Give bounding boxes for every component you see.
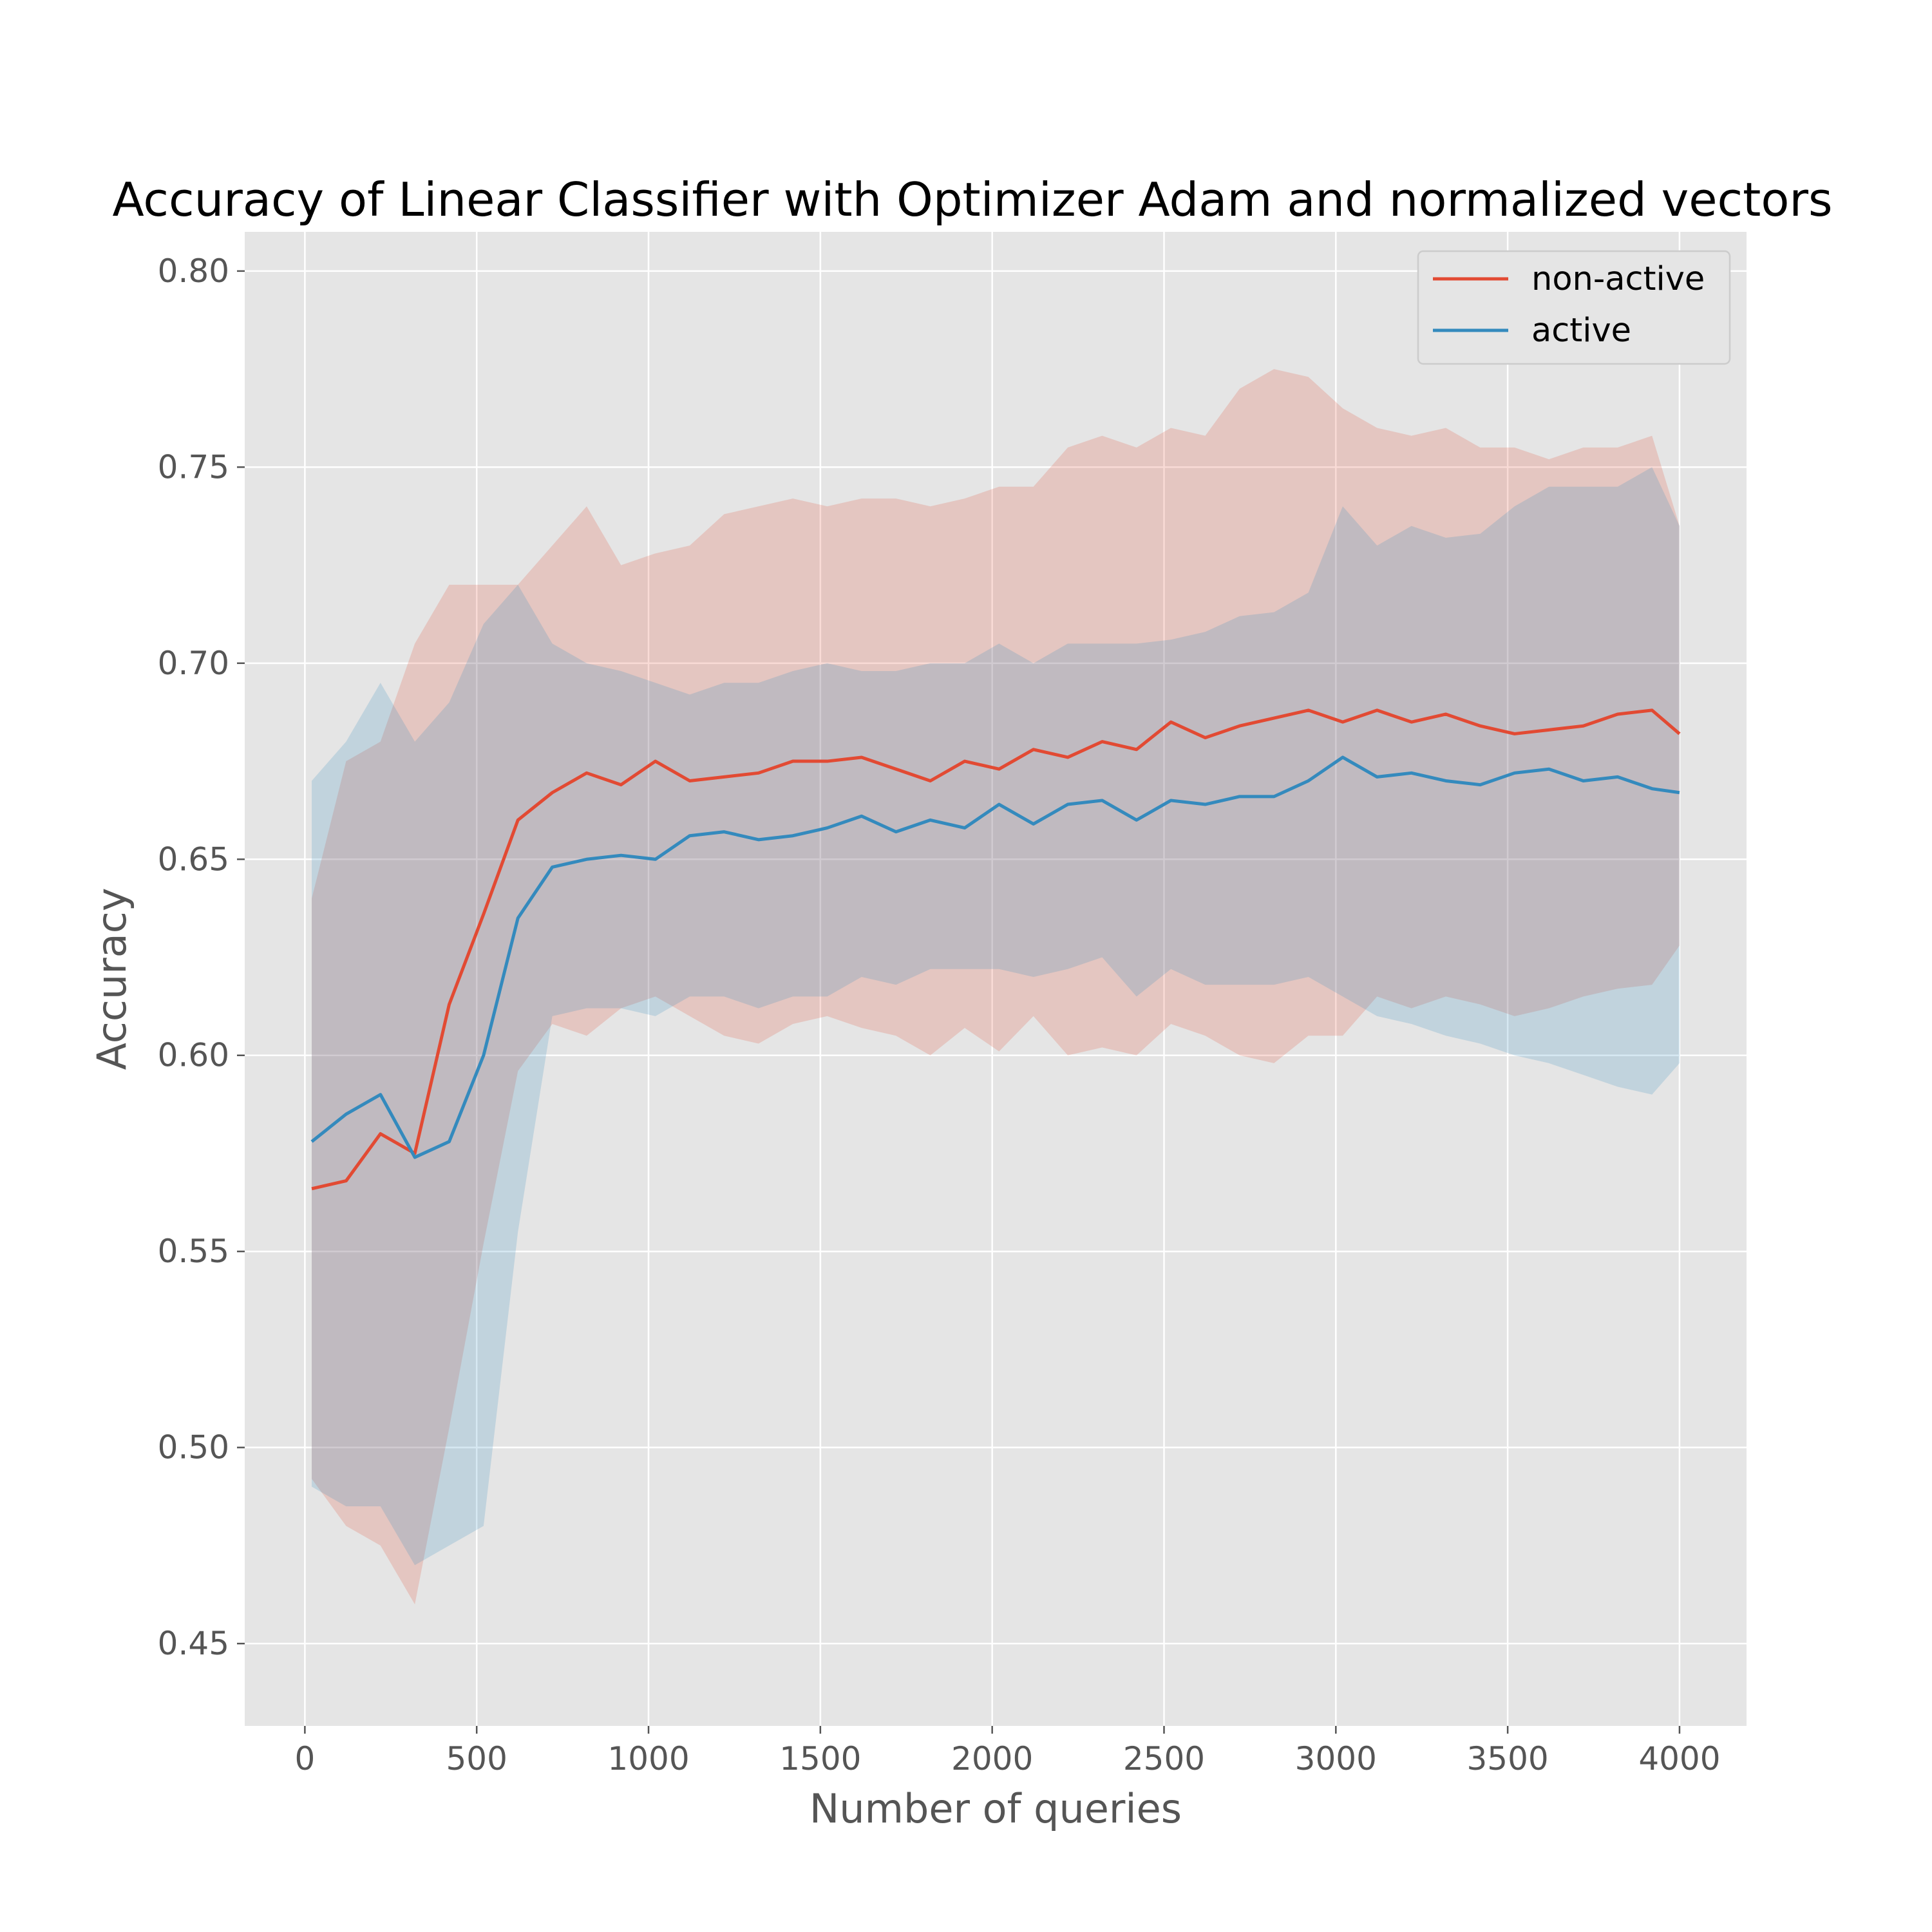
x-tick-label: 1500 xyxy=(779,1740,861,1777)
y-tick-label: 0.75 xyxy=(158,448,229,486)
x-tick-label: 1000 xyxy=(607,1740,689,1777)
y-tick-label: 0.80 xyxy=(158,252,229,290)
x-tick-label: 500 xyxy=(446,1740,507,1777)
line-non-active xyxy=(311,708,1681,1191)
y-tick-label: 0.60 xyxy=(158,1037,229,1074)
x-axis-label: Number of queries xyxy=(810,1785,1182,1832)
y-axis-ticks: 0.45 0.50 0.55 0.60 0.65 0.70 0.75 0.80 xyxy=(158,252,245,1662)
y-tick-label: 0.50 xyxy=(158,1429,229,1466)
gridlines xyxy=(245,232,1747,1726)
y-tick-label: 0.55 xyxy=(158,1233,229,1270)
x-tick-label: 2000 xyxy=(951,1740,1033,1777)
legend-label-active: active xyxy=(1531,312,1631,350)
x-axis-ticks: 0 500 1000 1500 2000 2500 3000 3500 4000 xyxy=(294,1726,1721,1777)
x-tick-label: 3500 xyxy=(1466,1740,1548,1777)
x-tick-label: 4000 xyxy=(1638,1740,1720,1777)
legend: non-active active xyxy=(1417,250,1731,365)
line-active xyxy=(310,755,1680,1159)
plot-background xyxy=(245,232,1747,1726)
series-lines xyxy=(310,708,1681,1191)
y-tick-label: 0.70 xyxy=(158,645,229,682)
x-tick-label: 0 xyxy=(294,1740,315,1777)
x-tick-label: 3000 xyxy=(1295,1740,1377,1777)
y-axis-label: Accuracy xyxy=(88,887,135,1070)
x-tick-label: 2500 xyxy=(1123,1740,1205,1777)
chart-title: Accuracy of Linear Classifier with Optim… xyxy=(112,173,1832,227)
confidence-bands xyxy=(312,369,1680,1605)
y-tick-label: 0.45 xyxy=(158,1625,229,1662)
band-active xyxy=(312,467,1680,1566)
y-tick-label: 0.65 xyxy=(158,840,229,878)
band-non-active xyxy=(312,369,1680,1605)
legend-label-non-active: non-active xyxy=(1531,260,1705,298)
